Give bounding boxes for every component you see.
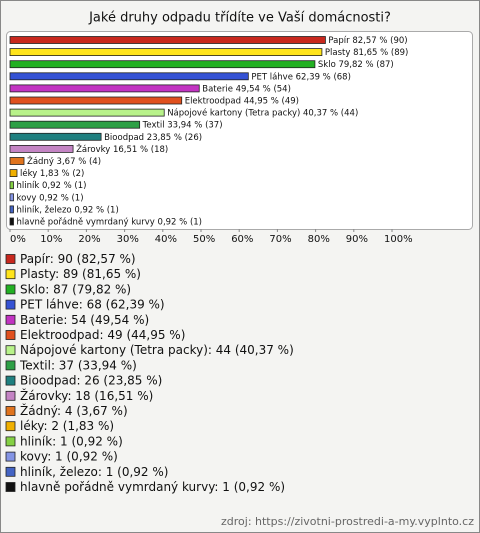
bar: [9, 205, 14, 214]
data-label: léky 1,83 % (2): [20, 168, 84, 179]
bar: [9, 193, 14, 202]
legend-swatch: [5, 390, 16, 401]
x-tick-label: 90%: [346, 234, 368, 245]
legend-swatch: [5, 299, 16, 310]
legend-label: Žádný: 4 (3,67 %): [20, 403, 128, 418]
legend-label: PET láhve: 68 (62,39 %): [20, 298, 165, 312]
bar: [9, 120, 141, 129]
legend-label: Nápojové kartony (Tetra packy): 44 (40,3…: [20, 343, 294, 357]
bar: [9, 60, 316, 69]
data-label: Sklo 79,82 % (87): [318, 60, 394, 70]
x-tick-label: 50%: [193, 234, 215, 245]
legend-label: Elektroodpad: 49 (44,95 %): [20, 328, 185, 342]
data-label: Žárovky 16,51 % (18): [76, 143, 168, 155]
legend-swatch: [5, 254, 16, 264]
data-label: hlavně pořádně vymrdaný kurvy 0,92 % (1): [17, 218, 202, 228]
legend-swatch: [5, 451, 16, 462]
legend-swatch: [5, 406, 16, 416]
legend-swatch: [5, 375, 16, 386]
legend-label: Textil: 37 (33,94 %): [19, 358, 137, 372]
bar: [9, 157, 25, 165]
x-tick-label: 60%: [231, 234, 253, 245]
data-label: hliník 0,92 % (1): [17, 181, 87, 191]
x-tick-label: 40%: [155, 234, 177, 245]
chart-title: Jaké druhy odpadu třídíte ve Vaší domácn…: [88, 11, 391, 26]
legend-swatch: [5, 330, 16, 340]
data-label: Plasty 81,65 % (89): [325, 48, 408, 58]
legend-label: Papír: 90 (82,57 %): [20, 252, 136, 266]
bar: [9, 181, 14, 190]
legend-label: Žárovky: 18 (16,51 %): [20, 388, 153, 403]
x-tick-label: 30%: [117, 234, 139, 245]
legend-label: léky: 2 (1,83 %): [20, 419, 114, 433]
data-label: kovy 0,92 % (1): [17, 193, 84, 203]
legend-label: Bioodpad: 26 (23,85 %): [20, 374, 162, 388]
x-tick-label: 100%: [384, 234, 413, 245]
x-tick-label: 0%: [10, 234, 26, 245]
bar: [9, 96, 183, 105]
legend-swatch: [5, 466, 16, 477]
data-label: hliník, železo 0,92 % (1): [17, 205, 119, 215]
legend-swatch: [5, 345, 16, 356]
legend-swatch: [5, 421, 16, 432]
data-label: Baterie 49,54 % (54): [202, 84, 291, 94]
bar: [9, 72, 249, 81]
bar: [9, 84, 200, 93]
data-label: Žádný 3,67 % (4): [27, 155, 101, 167]
source: zdroj: https://zivotni-prostredi-a-my.vy…: [221, 515, 474, 528]
legend-label: hlavně pořádně vymrdaný kurvy: 1 (0,92 %…: [20, 480, 285, 494]
legend-label: hliník, železo: 1 (0,92 %): [20, 465, 168, 479]
x-tick-label: 80%: [308, 234, 330, 245]
legend-swatch: [5, 314, 16, 325]
legend-swatch: [5, 269, 16, 280]
x-tick-label: 70%: [269, 234, 291, 245]
bar: [9, 48, 323, 56]
legend-swatch: [5, 482, 16, 492]
x-tick-label: 20%: [78, 234, 100, 245]
data-label: PET láhve 62,39 % (68): [251, 72, 351, 82]
bar: [9, 36, 326, 44]
data-label: Papír 82,57 % (90): [328, 36, 407, 46]
data-label: Textil 33,94 % (37): [142, 121, 223, 131]
x-tick-label: 10%: [40, 234, 62, 245]
data-label: Nápojové kartony (Tetra packy) 40,37 % (…: [167, 108, 358, 119]
legend-label: Sklo: 87 (79,82 %): [20, 282, 131, 296]
data-label: Elektroodpad 44,95 % (49): [185, 97, 299, 107]
bar: [9, 132, 102, 141]
legend-label: hliník: 1 (0,92 %): [20, 434, 123, 448]
bar: [9, 144, 74, 153]
legend-label: Plasty: 89 (81,65 %): [20, 267, 141, 281]
legend-label: kovy: 1 (0,92 %): [20, 450, 118, 464]
bar: [9, 169, 18, 178]
legend-swatch: [5, 436, 16, 447]
legend-swatch: [5, 284, 16, 295]
legend-label: Baterie: 54 (49,54 %): [20, 313, 149, 327]
data-label: Bioodpad 23,85 % (26): [104, 133, 202, 143]
legend-swatch: [5, 360, 16, 371]
bar: [9, 108, 165, 117]
bar: [9, 217, 14, 226]
